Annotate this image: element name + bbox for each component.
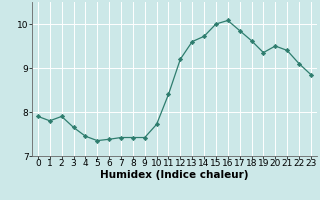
X-axis label: Humidex (Indice chaleur): Humidex (Indice chaleur) [100, 170, 249, 180]
